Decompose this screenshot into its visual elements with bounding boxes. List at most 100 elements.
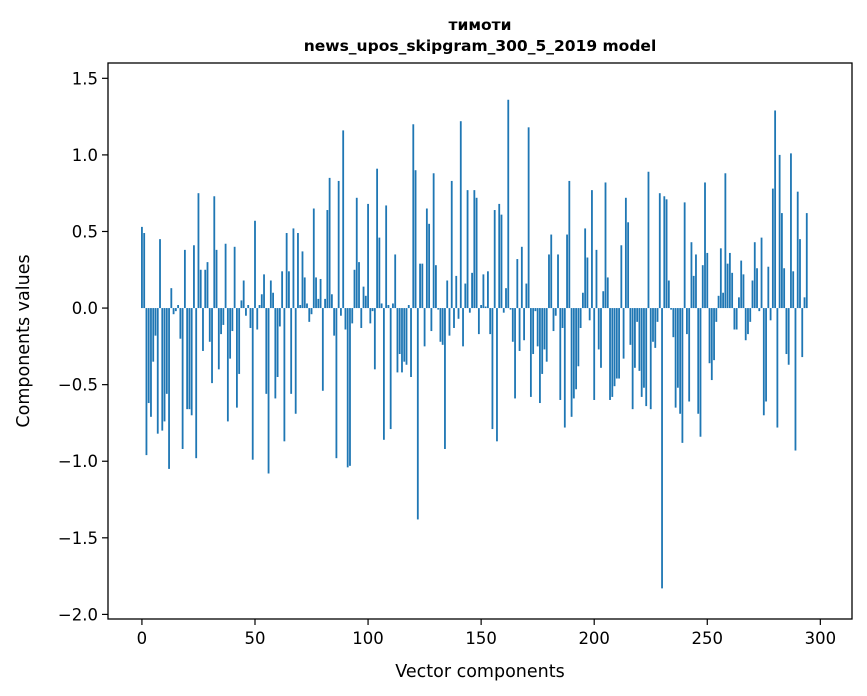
y-axis-label: Components values [14,254,34,427]
bar [294,308,297,414]
bar [432,173,435,309]
bar [446,280,449,309]
bar [306,303,308,309]
bar [477,308,480,335]
bar [751,280,754,309]
bar [482,274,485,309]
bar [358,262,360,309]
bar [760,237,763,309]
bar [548,254,550,309]
bar [624,197,627,309]
bar [600,308,602,368]
bar [645,308,648,407]
y-tick-label: 1.0 [72,146,98,165]
bar [799,239,801,309]
bar [543,308,546,350]
bar [376,168,379,309]
bar [805,213,808,309]
bar [240,300,243,309]
bar [247,305,250,309]
bar [412,124,415,309]
bar [229,308,232,359]
bar [643,308,645,388]
bar [315,277,317,309]
bar [288,271,290,309]
bar [410,308,412,377]
bar [453,308,455,328]
bar [593,308,596,400]
bar [667,280,670,309]
bar [299,305,302,309]
bar [213,196,216,309]
bar [611,308,614,397]
bar [715,308,718,322]
bar [208,308,211,342]
bar [181,308,184,449]
bar [308,308,311,322]
bar [179,308,182,339]
bar [267,308,270,474]
bar [606,277,609,309]
bar [527,127,530,309]
bar [473,190,476,309]
bar [378,237,381,309]
bar [428,223,431,309]
bar [776,308,779,428]
bar [570,308,573,417]
x-tick-label: 200 [578,629,610,648]
bar [738,297,740,309]
bar [154,308,157,336]
bar [638,308,641,371]
bar [713,308,715,361]
bar [448,308,451,336]
bar [534,308,537,312]
bar [778,154,781,309]
bar [647,171,650,309]
bar [699,308,702,437]
bar [283,308,286,442]
plot-frame [107,62,853,620]
bar [731,272,734,309]
bar [220,308,222,335]
bar [425,208,428,309]
bar [141,226,143,309]
bar [505,288,507,309]
x-tick-label: 150 [465,629,497,648]
bar [161,308,164,431]
bar [317,298,320,309]
bar [163,308,166,422]
bar [143,233,146,309]
bar [290,308,293,394]
bar [493,210,496,309]
bar [627,222,630,309]
bar [681,308,684,443]
bar [337,180,340,309]
bar [654,308,657,348]
bar [236,308,238,408]
bar [500,214,503,309]
bar [735,308,738,330]
bar [523,308,525,341]
bar [147,308,150,404]
bar [367,203,369,309]
bar [251,308,254,460]
bar [541,308,544,374]
bar [193,245,195,309]
bar [238,308,241,374]
bar [278,308,281,327]
bar [753,242,756,309]
bar [421,263,424,309]
bar [661,308,663,589]
bar [430,308,433,332]
bar [674,308,677,408]
bar [330,294,333,309]
bar [202,308,204,351]
bar [450,180,453,309]
bar [697,308,700,414]
bar [222,308,225,325]
bar [719,248,722,309]
bar [740,260,743,309]
bar [552,308,555,332]
bar [758,308,761,312]
